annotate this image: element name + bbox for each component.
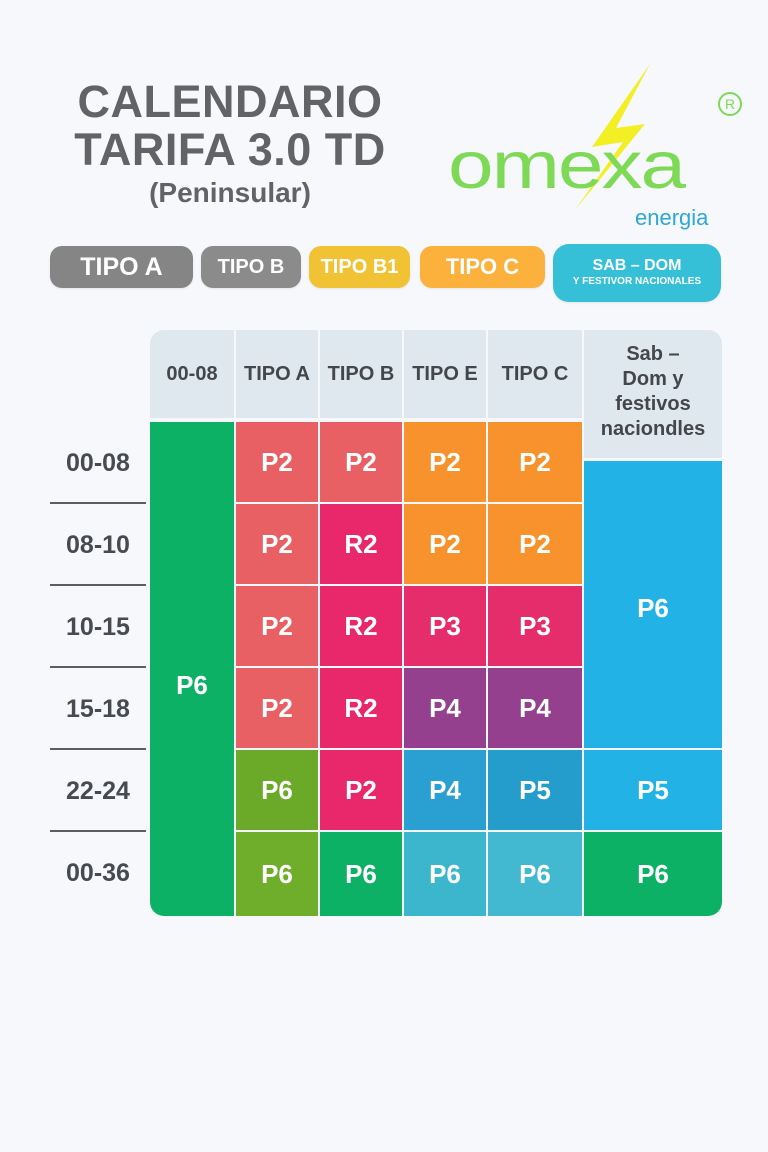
logo-sub: energia [635,205,709,230]
cell: P6 [488,832,582,916]
cell: P3 [404,586,486,666]
legend: TIPO A TIPO B TIPO B1 TIPO C SAB – DOM Y… [0,244,768,304]
cell: R2 [320,504,402,584]
cell: P2 [236,586,318,666]
omexa-logo: omexa energia R [440,62,750,230]
row-separator [50,748,146,750]
title-block: CALENDARIO TARIFA 3.0 TD (Peninsular) [50,78,410,210]
legend-tipo-b1: TIPO B1 [309,246,410,288]
header-sab-dom: Sab – Dom y festivos naciondles [584,330,722,458]
row-separator [50,666,146,668]
legend-tipo-b: TIPO B [201,246,301,288]
legend-tipo-c: TIPO C [420,246,545,288]
legend-tipo-a: TIPO A [50,246,193,288]
cell: P2 [236,504,318,584]
cell-sab-dom-p6: P6 [584,461,722,748]
row-label: 15-18 [50,668,146,750]
row-separator [50,502,146,504]
cell: P2 [404,504,486,584]
row-label: 08-10 [50,504,146,586]
cell: R2 [320,668,402,748]
cell-p6-merged: P6 [150,422,234,916]
row-label: 00-08 [50,422,146,504]
logo-word: omexa [448,127,686,203]
legend-sab-dom-sublabel: Y FESTIVOR NACIONALES [572,276,702,287]
cell: P3 [488,586,582,666]
row-separator [50,830,146,832]
row-label: 00-36 [66,858,130,887]
cell-sab-dom-p6-bottom: P6 [584,832,722,916]
cell: P2 [488,422,582,502]
cell-sab-dom-p5: P5 [584,750,722,830]
header-tipo-a: TIPO A [236,330,318,418]
row-labels: 00-08 08-10 10-15 15-18 22-24 00-36 [50,422,146,914]
cell: P4 [404,668,486,748]
cell: P2 [404,422,486,502]
cell: P6 [320,832,402,916]
cell: P2 [320,422,402,502]
cell: P6 [404,832,486,916]
header-tipo-e: TIPO E [404,330,486,418]
title-line-1: CALENDARIO [77,76,383,127]
tariff-table: 00-08 TIPO A TIPO B TIPO E TIPO C Sab – … [150,330,722,916]
cell: R2 [320,586,402,666]
row-label: 10-15 [50,586,146,668]
legend-sab-dom: SAB – DOM Y FESTIVOR NACIONALES [553,244,721,302]
row-separator [50,584,146,586]
title-line-2: TARIFA 3.0 TD [74,124,386,175]
cell: P6 [236,750,318,830]
header-tipo-b: TIPO B [320,330,402,418]
header-tipo-c: TIPO C [488,330,582,418]
subtitle: (Peninsular) [149,177,311,208]
cell: P2 [320,750,402,830]
cell: P2 [236,422,318,502]
row-label: 22-24 [50,750,146,832]
cell: P4 [488,668,582,748]
cell: P4 [404,750,486,830]
cell: P2 [236,668,318,748]
header-00-08: 00-08 [150,330,234,418]
registered-icon: R [718,92,742,116]
cell: P5 [488,750,582,830]
legend-sab-dom-label: SAB – DOM [592,257,682,274]
cell: P2 [488,504,582,584]
lightning-bolt-icon [575,64,650,210]
cell: P6 [236,832,318,916]
